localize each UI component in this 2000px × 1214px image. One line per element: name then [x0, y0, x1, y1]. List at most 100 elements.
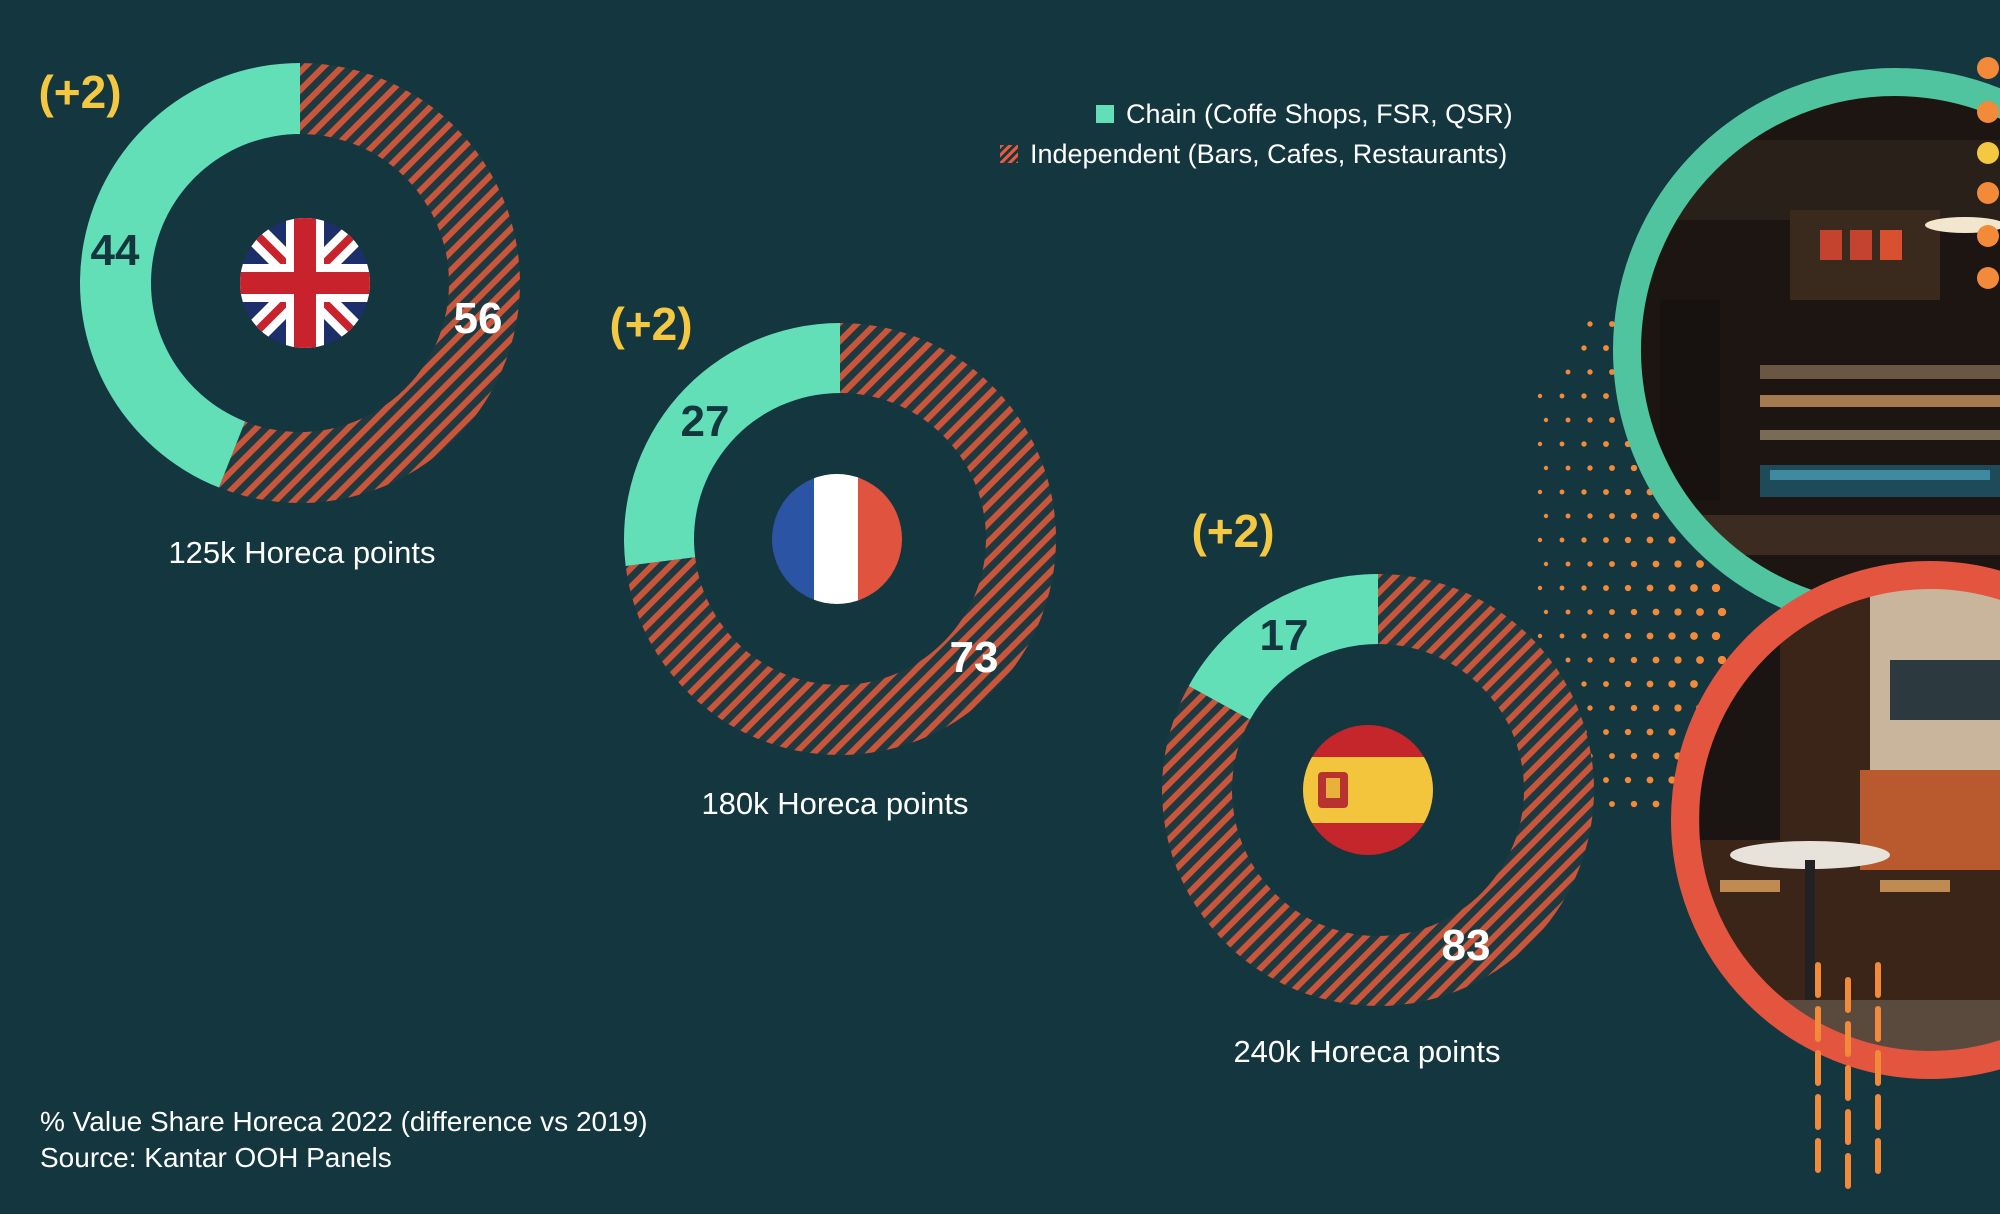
- footer-source: Source: Kantar OOH Panels: [40, 1142, 392, 1173]
- decorative-dot: [1603, 729, 1609, 735]
- france-flag-icon: [772, 474, 902, 604]
- decorative-dot: [1609, 513, 1615, 519]
- decorative-dot: [1603, 633, 1609, 639]
- decorative-dot: [1603, 537, 1609, 543]
- decorative-dot: [1717, 655, 1727, 665]
- change-label: (+2): [609, 298, 692, 350]
- segment-chain: [1188, 574, 1378, 720]
- decorative-dot: [1587, 465, 1593, 471]
- decorative-dashes: [1815, 962, 1881, 1193]
- footer-note: % Value Share Horeca 2022 (difference vs…: [40, 1106, 648, 1137]
- legend-item-independent: Independent (Bars, Cafes, Restaurants): [1000, 134, 1513, 174]
- decorative-dot: [1565, 657, 1571, 663]
- decorative-dot: [1581, 489, 1587, 495]
- decorative-dot: [1581, 393, 1587, 399]
- decorative-dot: [1587, 369, 1593, 375]
- decorative-dot: [1587, 561, 1593, 567]
- decorative-dot: [1603, 441, 1609, 447]
- decorative-dot: [1537, 489, 1543, 495]
- donut-caption: 125k Horeca points: [168, 535, 435, 570]
- legend-label-chain: Chain (Coffe Shops, FSR, QSR): [1126, 98, 1513, 129]
- decorative-dot: [1581, 345, 1587, 351]
- decorative-dot: [1609, 609, 1615, 615]
- legend-swatch-independent: [1000, 145, 1018, 163]
- decorative-dot: [1630, 608, 1638, 616]
- decorative-dot: [1690, 584, 1698, 592]
- decorative-dot: [1652, 512, 1660, 520]
- decorative-dot: [1603, 681, 1609, 687]
- decorative-dot: [1559, 585, 1565, 591]
- data-label-independent: 56: [454, 294, 503, 343]
- donut-caption: 180k Horeca points: [701, 786, 968, 821]
- decorative-dot: [1587, 705, 1593, 711]
- decorative-dot: [1690, 632, 1698, 640]
- decorative-dot: [1609, 705, 1615, 711]
- footer: % Value Share Horeca 2022 (difference vs…: [40, 1104, 648, 1176]
- segment-independent: [1162, 574, 1594, 1006]
- decorative-dot: [1624, 584, 1632, 592]
- spain-flag-icon: [1303, 725, 1433, 855]
- legend-label-independent: Independent (Bars, Cafes, Restaurants): [1030, 138, 1508, 169]
- decorative-dot: [1581, 633, 1587, 639]
- decorative-dot: [1565, 369, 1571, 375]
- decorative-dot: [1603, 489, 1609, 495]
- decorative-dot: [1587, 417, 1593, 423]
- decorative-dot: [1624, 728, 1632, 736]
- decorative-dot: [1646, 776, 1654, 784]
- decorative-dot: [1587, 321, 1593, 327]
- decorative-dot: [1609, 465, 1615, 471]
- decorative-dot: [1587, 513, 1593, 519]
- decorative-dot: [1630, 752, 1638, 760]
- segment-chain: [80, 63, 301, 488]
- change-label: (+2): [1191, 505, 1274, 557]
- decorative-orange-dots: [1977, 57, 1999, 289]
- change-label: (+2): [38, 66, 121, 118]
- decorative-dot: [1609, 369, 1615, 375]
- decorative-dot: [1565, 417, 1571, 423]
- legend-item-chain: Chain (Coffe Shops, FSR, QSR): [1096, 94, 1513, 134]
- decorative-dot: [1652, 560, 1660, 568]
- decorative-dot: [1559, 393, 1565, 399]
- decorative-dot: [1537, 441, 1543, 447]
- decorative-dot: [1609, 657, 1615, 663]
- data-label-independent: 73: [950, 633, 999, 682]
- decorative-dot: [1581, 537, 1587, 543]
- decorative-dot: [1646, 680, 1654, 688]
- decorative-dot: [1609, 321, 1615, 327]
- decorative-dot: [1652, 800, 1660, 808]
- decorative-dot: [1624, 632, 1632, 640]
- decorative-dot: [1587, 657, 1593, 663]
- decorative-dot: [1559, 633, 1565, 639]
- decorative-dot: [1674, 608, 1682, 616]
- decorative-dot: [1581, 681, 1587, 687]
- decorative-dot: [1609, 753, 1615, 759]
- decorative-dot: [1630, 560, 1638, 568]
- decorative-dot: [1609, 561, 1615, 567]
- decorative-dot: [1690, 680, 1698, 688]
- decorative-dot: [1603, 777, 1609, 783]
- decorative-dot: [1646, 728, 1654, 736]
- decorative-dot: [1543, 465, 1549, 471]
- decorative-dot: [1537, 585, 1543, 591]
- decorative-dot: [1537, 393, 1543, 399]
- decorative-dot: [1668, 728, 1676, 736]
- decorative-dot: [1646, 632, 1654, 640]
- decorative-dot: [1652, 656, 1660, 664]
- decorative-dot: [1543, 513, 1549, 519]
- decorative-dot: [1646, 536, 1654, 544]
- decorative-dot: [1630, 704, 1638, 712]
- decorative-dot: [1559, 489, 1565, 495]
- decorative-dot: [1581, 441, 1587, 447]
- data-label-chain: 27: [681, 397, 730, 446]
- data-label-chain: 44: [91, 226, 140, 275]
- decorative-dot: [1630, 464, 1638, 472]
- decorative-dot: [1674, 704, 1682, 712]
- decorative-dot: [1668, 632, 1676, 640]
- decorative-dot: [1624, 680, 1632, 688]
- decorative-dot: [1537, 537, 1543, 543]
- segment-independent: [219, 63, 521, 503]
- decorative-dot: [1603, 585, 1609, 591]
- donut-chart-france: 27 73 (+2) 180k Horeca points: [609, 298, 1056, 821]
- decorative-dot: [1609, 801, 1615, 807]
